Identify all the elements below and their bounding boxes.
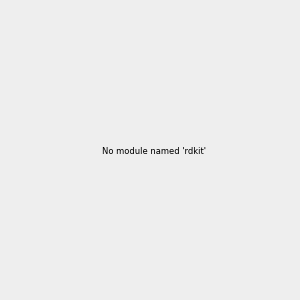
Text: No module named 'rdkit': No module named 'rdkit' <box>102 147 206 156</box>
